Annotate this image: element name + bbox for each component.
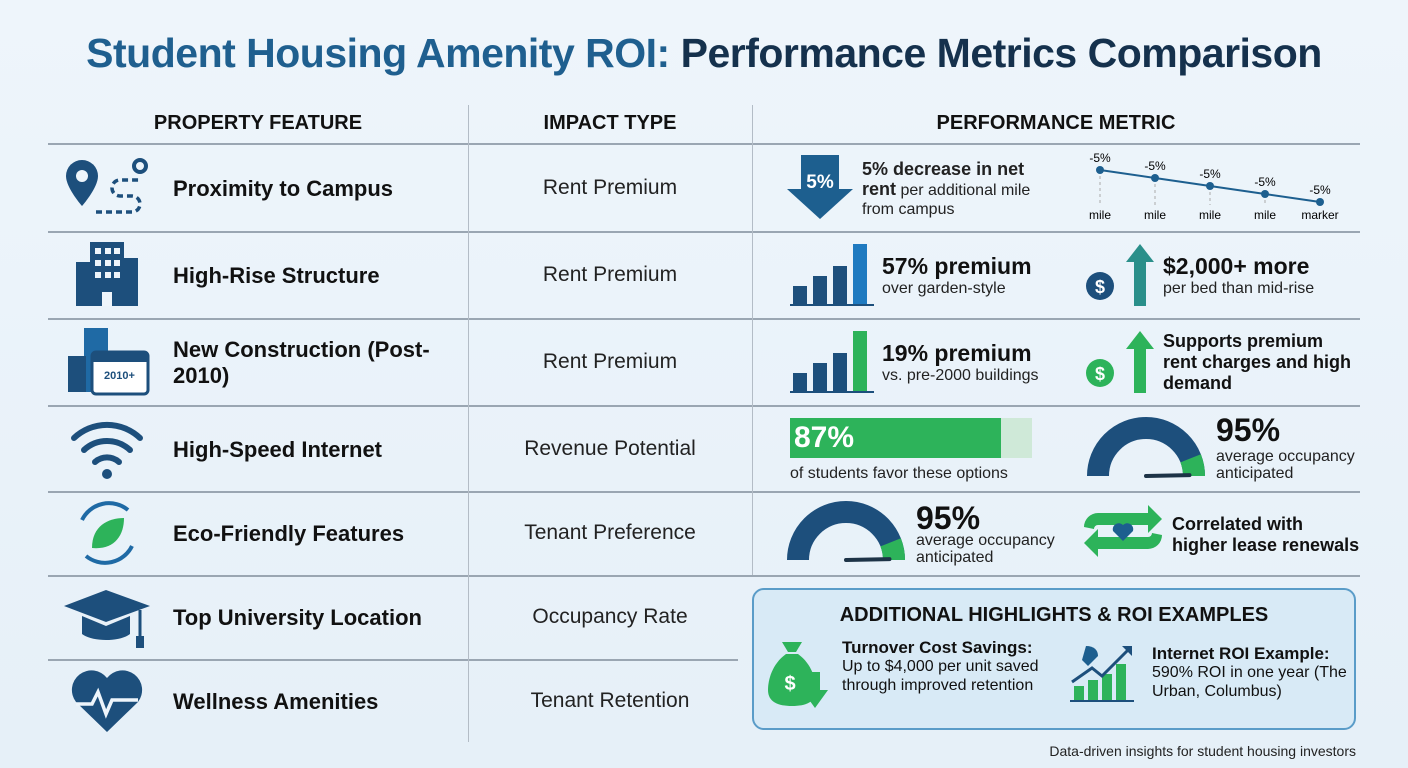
footer-note: Data-driven insights for student housing… [1049, 743, 1356, 759]
highlights-title: ADDITIONAL HIGHLIGHTS & ROI EXAMPLES [839, 604, 1269, 626]
divider [48, 491, 1360, 493]
gauge-arc [1087, 417, 1205, 477]
x-label: marker [1301, 208, 1338, 222]
metric-sub: over garden-style [882, 280, 1006, 297]
x-label: mile [1089, 208, 1111, 222]
highlights-box: ADDITIONAL HIGHLIGHTS & ROI EXAMPLES $ T… [752, 588, 1356, 730]
page-title: Student Housing Amenity ROI: Performance… [0, 30, 1408, 77]
feature-label: High-Speed Internet [173, 437, 383, 462]
feature-label: Proximity to Campus [173, 176, 394, 201]
point-label: -5% [1309, 183, 1331, 197]
bar-chart-icon [790, 244, 874, 306]
highlight-title: Internet ROI Example: [1152, 644, 1330, 663]
progress-value: 87% [794, 421, 855, 454]
data-point [1206, 182, 1214, 190]
impact-label: Rent Premium [542, 176, 678, 199]
bar-chart-icon [790, 331, 874, 393]
metric-text: Correlated with higher lease renewals [1172, 514, 1360, 555]
highlight-text: 590% ROI in one year (The Urban, Columbu… [1152, 664, 1347, 700]
impact-label: Tenant Preference [524, 521, 696, 544]
year-badge: 2010+ [104, 370, 135, 382]
point-label: -5% [1254, 175, 1276, 189]
mile-decline-chart: -5% mile -5% mile -5% mile -5% mile -5% marker [1089, 151, 1339, 222]
metric-text: per additional mile from campus [862, 182, 1031, 218]
down-arrow-icon [787, 155, 853, 219]
renewal-cycle-heart-icon [1084, 505, 1162, 557]
gauge-needle [844, 557, 892, 562]
map-pin-route-icon [66, 158, 148, 214]
rocket-growth-chart-icon [1070, 646, 1134, 702]
data-point [1151, 174, 1159, 182]
highlight-title: Turnover Cost Savings: [842, 638, 1033, 657]
title-part-1: Student Housing Amenity ROI: [86, 30, 670, 76]
metric-value: $2,000+ more [1163, 253, 1310, 279]
metric-text: Supports premium rent charges and high d… [1163, 331, 1352, 393]
dollar-up-arrow-icon: $ [1086, 244, 1154, 306]
impact-label: Rent Premium [542, 350, 678, 373]
data-point [1261, 190, 1269, 198]
feature-label: New Construction (Post-2010) [173, 337, 430, 388]
gauge-highlight [1180, 454, 1205, 477]
divider [48, 405, 1360, 407]
gauge-value: 95% [916, 500, 981, 536]
feature-label: Wellness Amenities [173, 689, 379, 714]
impact-label: Tenant Retention [530, 689, 690, 712]
feature-label: Eco-Friendly Features [173, 521, 405, 546]
svg-text:$: $ [1095, 277, 1105, 297]
gauge-value: 95% [1216, 412, 1281, 448]
gauge-highlight [880, 538, 905, 561]
impact-label: Occupancy Rate [532, 605, 688, 628]
gauge-arc [787, 501, 905, 561]
heart-pulse-icon [71, 670, 143, 732]
divider [48, 318, 1360, 320]
graduation-cap-icon [64, 590, 150, 648]
progress-bar [790, 418, 1032, 458]
building-icon [76, 242, 138, 306]
eco-leaf-icon [80, 501, 134, 565]
svg-text:$: $ [1095, 364, 1105, 384]
divider [48, 575, 1360, 577]
metric-value: 57% premium [882, 253, 1032, 279]
title-part-2: Performance Metrics Comparison [680, 30, 1323, 76]
divider [48, 659, 738, 661]
gauge-sub: average occupancy anticipated [1216, 448, 1355, 482]
dollar-up-arrow-icon: $ [1086, 331, 1154, 393]
progress-fill [790, 418, 1001, 458]
metric-sub: vs. pre-2000 buildings [882, 367, 1039, 384]
wifi-icon [71, 421, 143, 479]
svg-text:$: $ [784, 673, 795, 695]
progress-sub: of students favor these options [790, 465, 1008, 482]
x-label: mile [1199, 208, 1221, 222]
feature-label: High-Rise Structure [173, 263, 380, 288]
arrow-label: 5% [806, 172, 834, 193]
metric-value: 19% premium [882, 340, 1032, 366]
header-impact-type: IMPACT TYPE [543, 112, 677, 134]
column-divider [468, 105, 469, 742]
header-property-feature: PROPERTY FEATURE [153, 112, 363, 134]
building-calendar-icon [68, 328, 150, 396]
occupancy-gauge [1087, 417, 1205, 478]
occupancy-gauge [787, 501, 905, 562]
highlight-text: Up to $4,000 per unit saved through impr… [842, 658, 1039, 694]
x-label: mile [1144, 208, 1166, 222]
point-label: -5% [1089, 151, 1111, 165]
impact-label: Rent Premium [542, 263, 678, 286]
gauge-needle [1144, 473, 1192, 478]
money-bag-down-icon: $ [768, 642, 828, 708]
data-point [1096, 166, 1104, 174]
header-performance-metric: PERFORMANCE METRIC [936, 112, 1176, 134]
x-label: mile [1254, 208, 1276, 222]
gauge-sub: average occupancy anticipated [916, 532, 1055, 566]
feature-label: Top University Location [173, 605, 422, 630]
metric-bold: 5% decrease in net rent [862, 159, 1025, 199]
impact-label: Revenue Potential [524, 437, 696, 460]
point-label: -5% [1144, 159, 1166, 173]
metric-sub: per bed than mid-rise [1163, 280, 1315, 297]
column-divider [752, 105, 753, 575]
data-point [1316, 198, 1324, 206]
divider [48, 231, 1360, 233]
divider [48, 143, 1360, 145]
point-label: -5% [1199, 167, 1221, 181]
